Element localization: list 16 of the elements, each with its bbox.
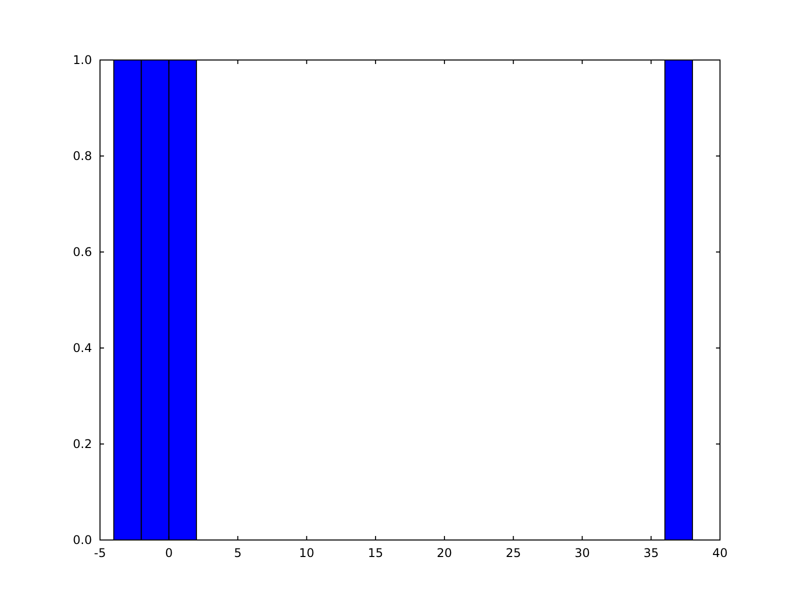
- x-tick-label: 35: [643, 546, 659, 560]
- x-tick-label: 30: [574, 546, 590, 560]
- x-tick-label: 40: [712, 546, 728, 560]
- x-tick-label: -5: [94, 546, 106, 560]
- y-tick-label: 0.2: [72, 437, 92, 452]
- y-tick-label: 1.0: [72, 53, 92, 68]
- y-tick-label: 0.8: [72, 149, 92, 164]
- x-tick-label: 5: [234, 546, 242, 560]
- x-tick-label: 20: [436, 546, 452, 560]
- y-tick-label: 0.6: [72, 245, 92, 260]
- x-tick-label: 10: [299, 546, 314, 560]
- x-tick-label: 15: [368, 546, 384, 560]
- y-tick-label: 0.4: [72, 341, 92, 356]
- x-tick-label: 0: [165, 546, 173, 560]
- x-tick-label: 25: [506, 546, 521, 560]
- y-tick-label: 0.0: [72, 533, 92, 548]
